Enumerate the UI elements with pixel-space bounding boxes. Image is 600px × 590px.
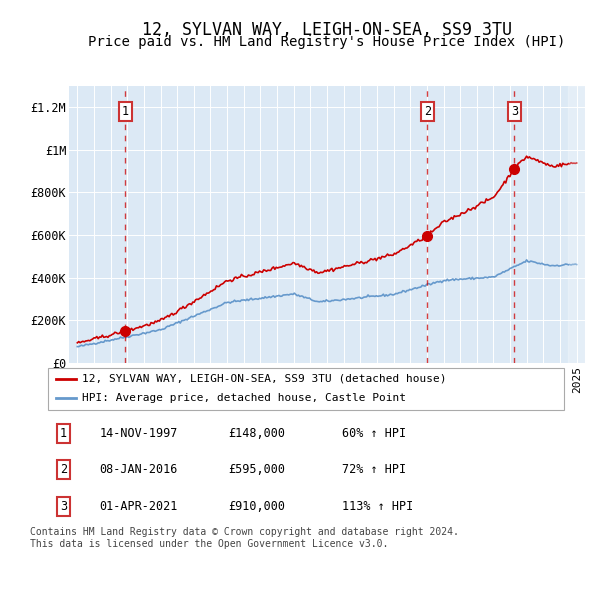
FancyBboxPatch shape [48,368,564,410]
Text: 01-APR-2021: 01-APR-2021 [100,500,178,513]
Text: 113% ↑ HPI: 113% ↑ HPI [342,500,413,513]
Text: £595,000: £595,000 [229,463,286,476]
Text: 12, SYLVAN WAY, LEIGH-ON-SEA, SS9 3TU: 12, SYLVAN WAY, LEIGH-ON-SEA, SS9 3TU [142,21,512,39]
Text: 08-JAN-2016: 08-JAN-2016 [100,463,178,476]
Text: 60% ↑ HPI: 60% ↑ HPI [342,427,406,440]
Text: HPI: Average price, detached house, Castle Point: HPI: Average price, detached house, Cast… [82,393,406,403]
Text: 2: 2 [424,104,431,117]
Text: 14-NOV-1997: 14-NOV-1997 [100,427,178,440]
Text: Contains HM Land Registry data © Crown copyright and database right 2024.
This d: Contains HM Land Registry data © Crown c… [30,527,459,549]
Text: 12, SYLVAN WAY, LEIGH-ON-SEA, SS9 3TU (detached house): 12, SYLVAN WAY, LEIGH-ON-SEA, SS9 3TU (d… [82,373,446,384]
Text: 2: 2 [60,463,67,476]
Bar [568,86,585,363]
Text: 1: 1 [60,427,67,440]
Text: 3: 3 [60,500,67,513]
Text: 72% ↑ HPI: 72% ↑ HPI [342,463,406,476]
Text: 3: 3 [511,104,518,117]
Text: £148,000: £148,000 [229,427,286,440]
Text: Price paid vs. HM Land Registry's House Price Index (HPI): Price paid vs. HM Land Registry's House … [88,35,566,50]
Text: £910,000: £910,000 [229,500,286,513]
Text: 1: 1 [122,104,128,117]
